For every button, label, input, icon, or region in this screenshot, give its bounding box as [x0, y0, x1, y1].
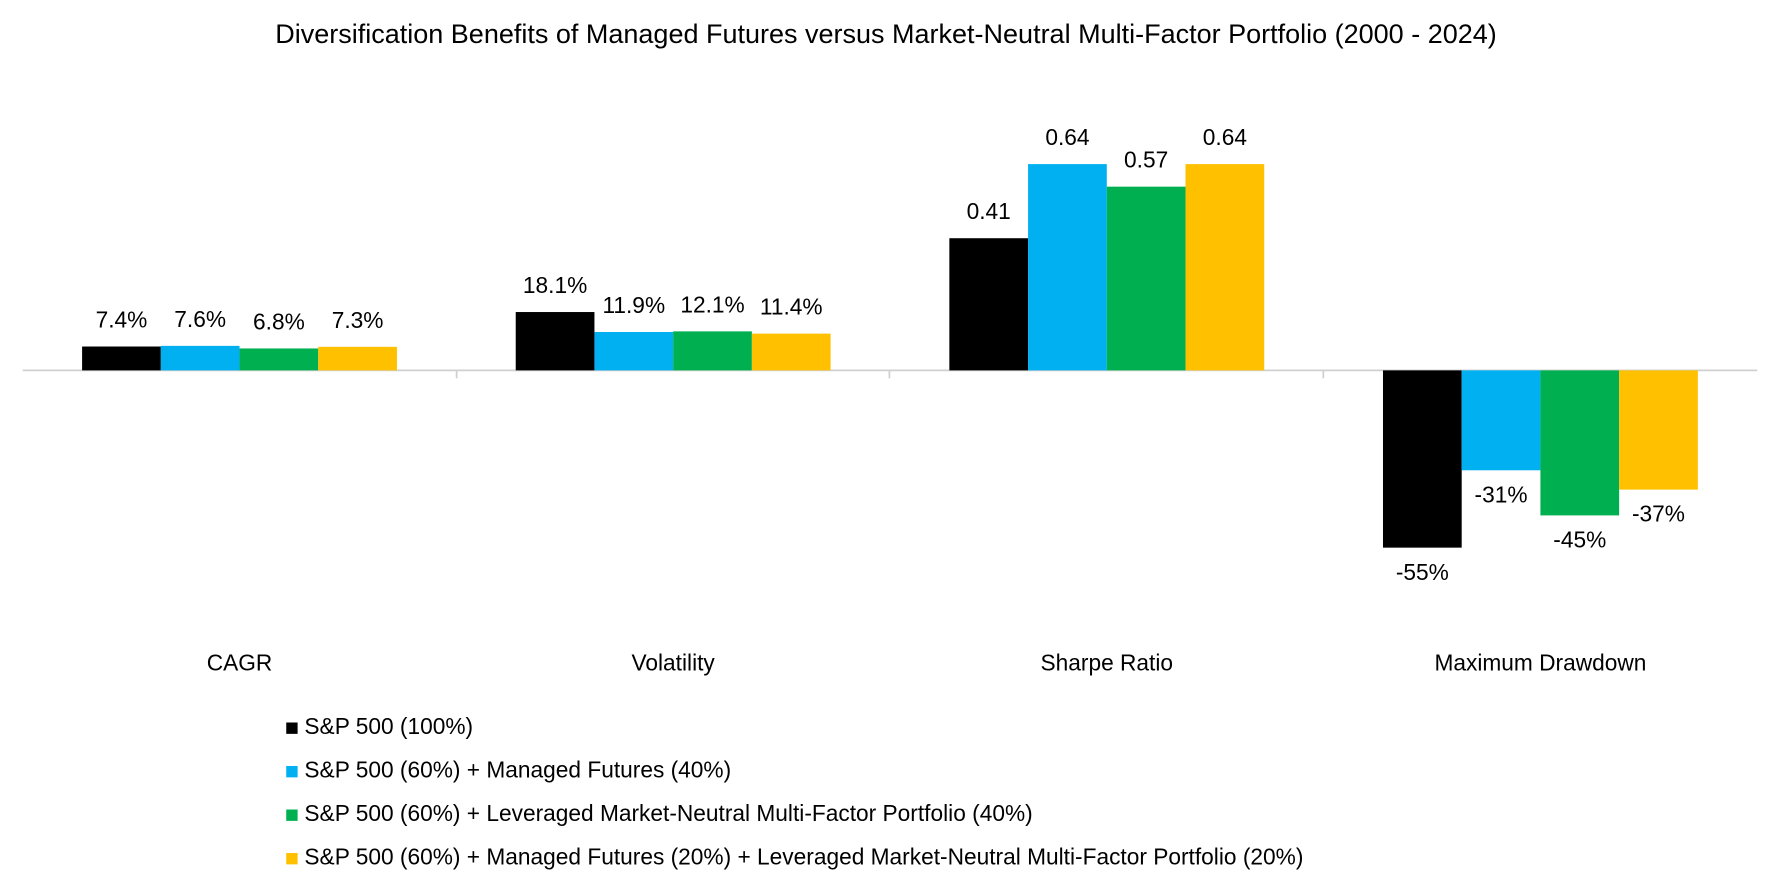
legend-label: S&P 500 (100%)	[304, 713, 473, 739]
bar	[1382, 370, 1462, 548]
bar	[673, 331, 752, 371]
bar	[1540, 370, 1620, 516]
legend-swatch	[286, 853, 298, 865]
bar	[239, 348, 319, 371]
bar	[1461, 370, 1541, 471]
x-tick-label: Maximum Drawdown	[1434, 650, 1646, 676]
data-label: 7.4%	[96, 307, 148, 333]
legend-swatch	[286, 809, 298, 821]
bar	[594, 332, 674, 371]
x-tick-label: CAGR	[207, 650, 273, 676]
data-label: 0.64	[1203, 124, 1247, 150]
legend-swatch	[286, 766, 298, 778]
bar	[1619, 370, 1698, 490]
chart-title: Diversification Benefits of Managed Futu…	[275, 19, 1497, 49]
bar	[160, 345, 240, 371]
bar	[1185, 164, 1265, 371]
data-label: 0.57	[1124, 147, 1168, 173]
legend-label: S&P 500 (60%) + Leveraged Market-Neutral…	[304, 800, 1032, 826]
legend-label: S&P 500 (60%) + Managed Futures (40%)	[304, 757, 731, 783]
bar	[82, 346, 161, 371]
data-label: 7.3%	[332, 307, 384, 333]
data-label: 7.6%	[174, 306, 226, 332]
x-tick-label: Volatility	[632, 650, 716, 676]
bar	[515, 312, 595, 371]
legend-label: S&P 500 (60%) + Managed Futures (20%) + …	[304, 844, 1303, 870]
data-label: -55%	[1396, 559, 1449, 585]
data-label: 12.1%	[680, 291, 744, 317]
data-label: 0.41	[967, 198, 1011, 224]
bar	[318, 346, 397, 371]
data-label: 18.1%	[523, 272, 587, 298]
data-label: -31%	[1475, 481, 1528, 507]
data-label: 6.8%	[253, 308, 305, 334]
data-label: -37%	[1632, 501, 1685, 527]
bar	[1106, 186, 1186, 371]
bar	[751, 333, 831, 371]
x-tick-label: Sharpe Ratio	[1041, 650, 1174, 676]
data-label: 11.9%	[602, 292, 665, 318]
legend-swatch	[286, 722, 298, 734]
data-label: -45%	[1553, 527, 1606, 553]
bar	[949, 238, 1029, 371]
data-label: 0.64	[1045, 124, 1089, 150]
data-label: 11.4%	[760, 294, 823, 320]
bar	[1028, 164, 1107, 371]
